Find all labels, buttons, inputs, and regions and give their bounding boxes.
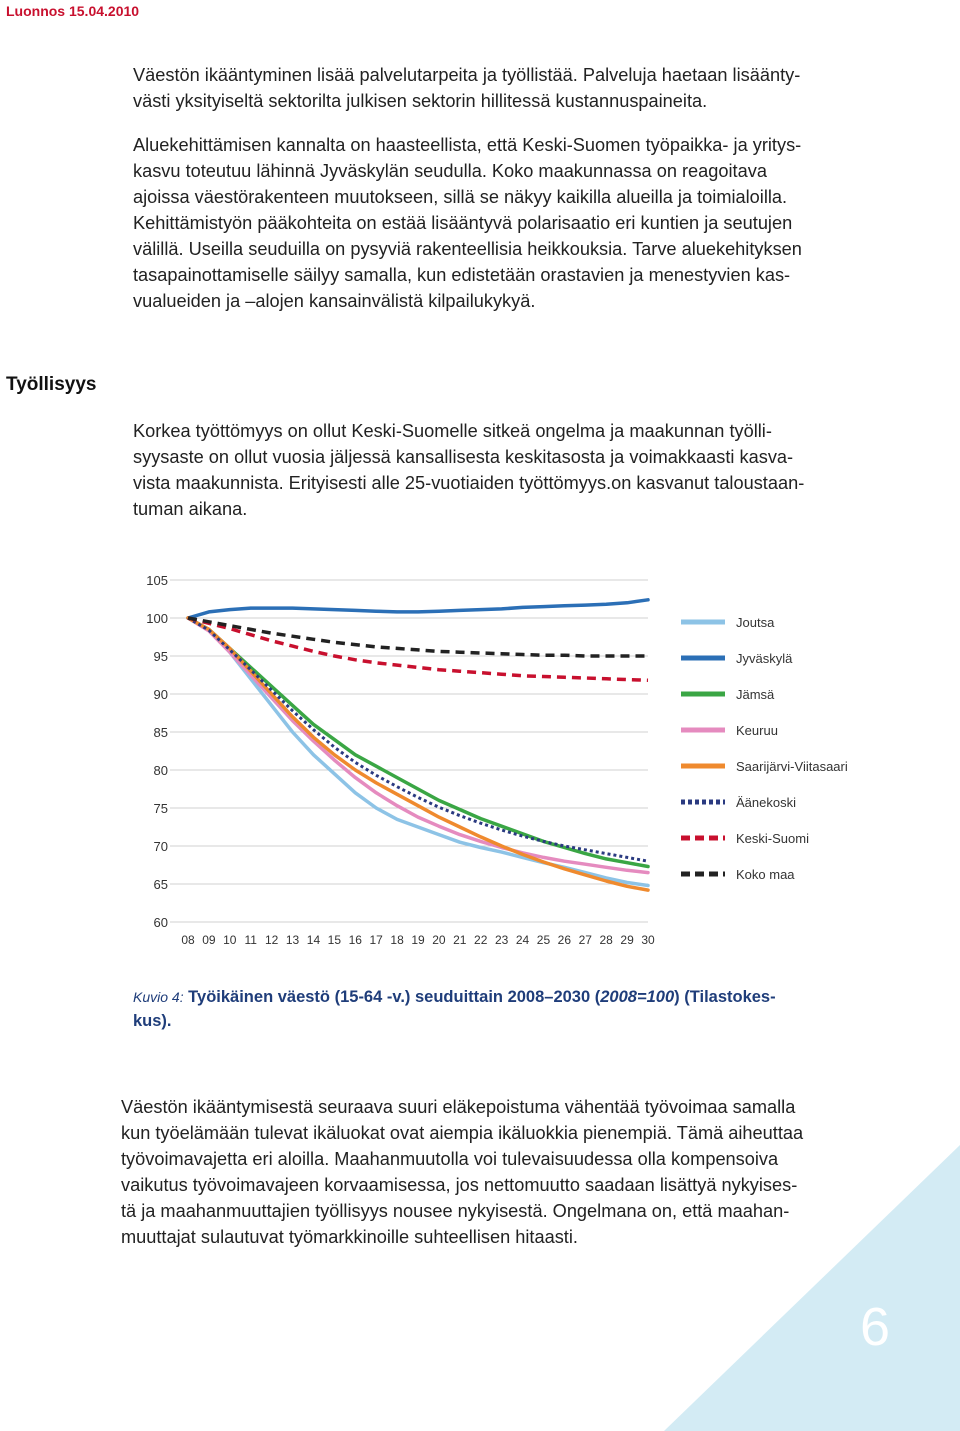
workforce-paragraph: Väestön ikääntymisestä seuraava suuri el… (121, 1094, 866, 1250)
text-line: Korkea työttömyys on ollut Keski-Suomell… (133, 421, 772, 441)
x-tick-label: 11 (244, 933, 257, 947)
x-tick-label: 24 (516, 933, 530, 947)
x-tick-label: 21 (453, 933, 467, 947)
x-tick-label: 25 (537, 933, 551, 947)
y-tick-label: 105 (146, 573, 168, 588)
x-tick-label: 15 (328, 933, 342, 947)
y-tick-label: 80 (154, 763, 168, 778)
text-line: kasvu toteutuu lähinnä Jyväskylän seudul… (133, 161, 767, 181)
x-tick-label: 08 (181, 933, 195, 947)
x-tick-label: 16 (349, 933, 363, 947)
y-tick-label: 70 (154, 839, 168, 854)
x-tick-label: 19 (411, 933, 425, 947)
text-line: ajoissa väestörakenteen muutokseen, sill… (133, 187, 788, 207)
text-line: välillä. Useilla seuduilla on pysyviä ra… (133, 239, 802, 259)
y-tick-label: 100 (146, 611, 168, 626)
x-tick-label: 30 (641, 933, 655, 947)
series-line (186, 616, 650, 892)
series-line (186, 616, 650, 875)
x-tick-label: 13 (286, 933, 300, 947)
legend-label: Jämsä (736, 687, 775, 702)
text-line: tasapainottamiselle säilyy samalla, kun … (133, 265, 791, 285)
y-tick-label: 90 (154, 687, 168, 702)
regional-development-paragraph: Aluekehittämisen kannalta on haasteellis… (133, 132, 873, 314)
text-line: muuttajat sulautuvat työmarkkinoille suh… (121, 1227, 578, 1247)
text-line: tuman aikana. (133, 499, 248, 519)
text-line: Väestön ikääntyminen lisää palvelutarpei… (133, 65, 801, 85)
x-tick-label: 18 (390, 933, 404, 947)
y-tick-label: 75 (154, 801, 168, 816)
page-number: 6 (860, 1297, 891, 1357)
x-tick-label: 09 (202, 933, 216, 947)
x-tick-label: 12 (265, 933, 279, 947)
x-tick-label: 10 (223, 933, 237, 947)
legend-label: Jyväskylä (736, 651, 793, 666)
caption-text-end: ) (Tilastokes- (674, 988, 776, 1006)
text-line: tä ja maahanmuuttajien työllisyys nousee… (121, 1201, 790, 1221)
x-tick-label: 22 (474, 933, 488, 947)
legend-label: Joutsa (736, 615, 775, 630)
legend-label: Äänekoski (736, 795, 796, 810)
y-tick-label: 60 (154, 915, 168, 930)
series-line (186, 616, 650, 869)
caption-text: Työikäinen väestö (15-64 -v.) seuduittai… (183, 988, 601, 1006)
text-line: västi yksityiseltä sektorilta julkisen s… (133, 91, 708, 111)
legend-label: Keuruu (736, 723, 778, 738)
text-line: työvoimavajetta eri aloilla. Maahanmuuto… (121, 1149, 779, 1169)
x-tick-label: 23 (495, 933, 509, 947)
x-tick-label: 26 (558, 933, 572, 947)
y-tick-label: 85 (154, 725, 168, 740)
population-line-chart: 60 65 70 75 80 85 90 95 100 105 08 09 10 11 12 13 14 15 16… (146, 573, 848, 947)
legend-label: Saarijärvi-Viitasaari (736, 759, 848, 774)
x-tick-label: 28 (600, 933, 614, 947)
employment-paragraph: Korkea työttömyys on ollut Keski-Suomell… (133, 418, 863, 522)
section-heading: Työllisyys (6, 374, 97, 395)
caption-label: Kuvio 4: (133, 989, 184, 1005)
caption-italic: 2008=100 (600, 988, 675, 1006)
legend-label: Koko maa (736, 867, 795, 882)
text-line: Kehittämistyön pääkohteita on estää lisä… (133, 213, 793, 233)
x-tick-label: 29 (620, 933, 634, 947)
text-line: syysaste on ollut vuosia jäljessä kansal… (133, 447, 794, 467)
series-line (186, 598, 650, 620)
x-tick-label: 14 (307, 933, 321, 947)
text-line: Väestön ikääntymisestä seuraava suuri el… (121, 1097, 796, 1117)
x-tick-label: 17 (370, 933, 384, 947)
series-line (187, 616, 648, 658)
x-tick-label: 20 (432, 933, 446, 947)
intro-paragraph: Väestön ikääntyminen lisää palvelutarpei… (133, 62, 863, 114)
text-line: vaikutus työvoimavajeen korvaamisessa, j… (121, 1175, 798, 1195)
y-tick-label: 95 (154, 649, 168, 664)
figure-caption: Kuvio 4: Työikäinen väestö (15-64 -v.) s… (133, 985, 853, 1033)
x-tick-label: 27 (579, 933, 593, 947)
series-line (186, 616, 650, 888)
text-line: kun työelämään tulevat ikäluokat ovat ai… (121, 1123, 804, 1143)
y-tick-label: 65 (154, 877, 168, 892)
caption-text-line2: kus). (133, 1012, 172, 1030)
text-line: vista maakunnista. Erityisesti alle 25-v… (133, 473, 805, 493)
draft-date-label: Luonnos 15.04.2010 (6, 3, 140, 19)
text-line: Aluekehittämisen kannalta on haasteellis… (133, 135, 802, 155)
text-line: vualueiden ja –alojen kansainvälistä kil… (133, 291, 536, 311)
series-line (187, 616, 649, 683)
legend-label: Keski-Suomi (736, 831, 809, 846)
